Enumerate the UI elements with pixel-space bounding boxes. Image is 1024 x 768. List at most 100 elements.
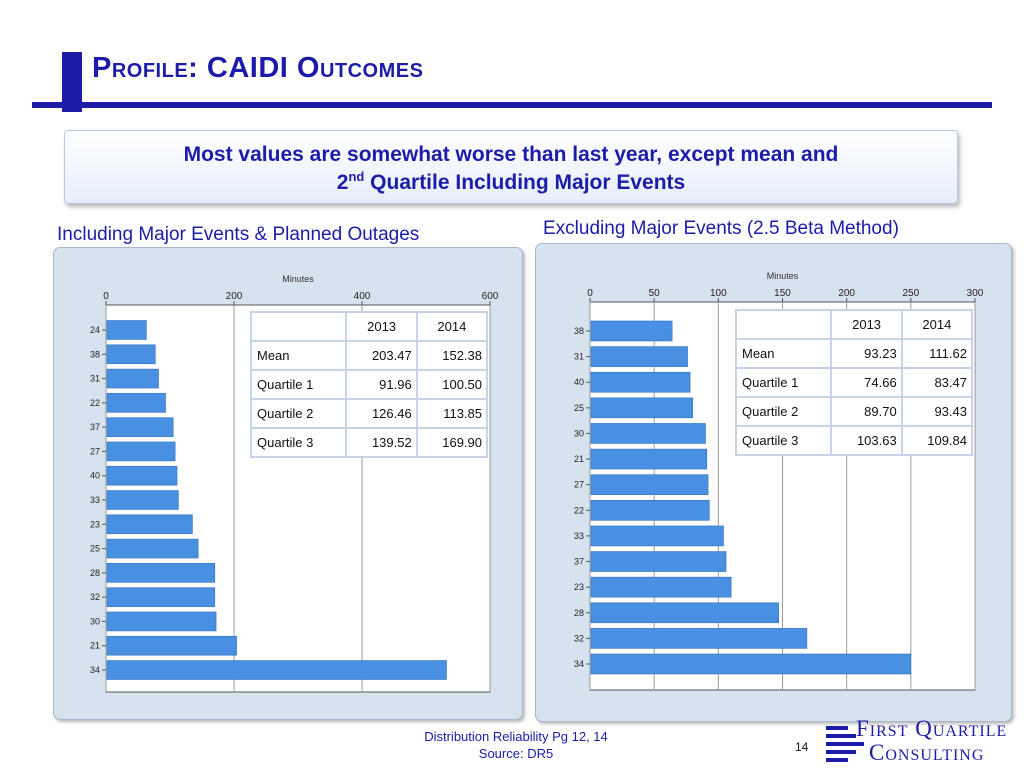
- bar: [106, 635, 237, 656]
- logo-stripe: [826, 726, 848, 730]
- stats-value-2014: 93.43: [902, 398, 971, 425]
- stats-value-2014: 111.62: [902, 340, 971, 367]
- bar: [590, 346, 688, 367]
- callout-text: Most values are somewhat worse than last…: [65, 141, 957, 197]
- bar: [590, 371, 691, 393]
- stats-value-2014: 169.90: [417, 429, 486, 456]
- bar: [106, 344, 156, 365]
- y-tick-label: 32: [90, 592, 100, 602]
- callout-line-2-pre: 2: [336, 171, 349, 194]
- stats-label: Quartile 3: [252, 429, 346, 456]
- company-logo: First Quartile Consulting: [826, 716, 1024, 768]
- stats-row: Quartile 3 139.52 169.90: [252, 429, 486, 456]
- stats-row: Quartile 1 74.66 83.47: [737, 369, 971, 396]
- bar: [106, 514, 193, 535]
- stats-value-2014: 83.47: [902, 369, 971, 396]
- stats-value-2013: 74.66: [832, 369, 901, 396]
- left-panel-title: Including Major Events & Planned Outages: [57, 224, 420, 245]
- right-panel-title: Excluding Major Events (2.5 Beta Method): [543, 218, 899, 239]
- stats-row: Quartile 2 89.70 93.43: [737, 398, 971, 425]
- bar: [590, 602, 779, 624]
- y-tick-label: 38: [90, 349, 100, 359]
- y-tick-label: 27: [574, 480, 584, 490]
- bar: [106, 368, 159, 389]
- y-tick-label: 21: [90, 641, 100, 651]
- stats-value-2014: 100.50: [417, 371, 486, 398]
- y-tick-label: 34: [574, 659, 584, 669]
- y-tick-label: 22: [574, 505, 584, 515]
- bar: [106, 465, 178, 486]
- stats-header-2014: 2014: [902, 311, 971, 338]
- bar: [106, 393, 166, 413]
- logo-stripe: [826, 734, 856, 738]
- stats-label: Mean: [737, 340, 831, 367]
- stats-label: Quartile 1: [252, 371, 346, 398]
- stats-value-2013: 89.70: [832, 398, 901, 425]
- bar: [590, 653, 912, 675]
- callout-line-2-post: Quartile Including Major Events: [364, 171, 686, 194]
- x-tick-label: 200: [226, 291, 243, 302]
- footer-line-2: Source: DR5: [478, 746, 554, 761]
- x-tick-label: 200: [838, 288, 855, 299]
- stats-label: Quartile 2: [252, 400, 346, 427]
- y-tick-label: 23: [90, 519, 100, 529]
- stats-value-2013: 103.63: [832, 427, 901, 454]
- callout-line-2: 2nd Quartile Including Major Events: [65, 169, 957, 197]
- stats-row: Quartile 3 103.63 109.84: [737, 427, 971, 454]
- y-tick-label: 37: [574, 557, 584, 567]
- bar: [590, 628, 808, 649]
- stats-value-2013: 139.52: [347, 429, 416, 456]
- stats-header-2014: 2014: [417, 313, 486, 340]
- stats-row: Quartile 2 126.46 113.85: [252, 400, 486, 427]
- y-tick-label: 40: [574, 377, 584, 387]
- footer-source: Distribution Reliability Pg 12, 14 Sourc…: [380, 728, 652, 762]
- y-tick-label: 28: [90, 568, 100, 578]
- stats-value-2014: 109.84: [902, 427, 971, 454]
- y-tick-label: 30: [574, 428, 584, 438]
- title-accent-bar: [62, 52, 82, 112]
- x-tick-label: 0: [103, 291, 109, 302]
- logo-text-consulting: Consulting: [869, 740, 985, 765]
- bar: [590, 500, 710, 521]
- y-tick-label: 32: [574, 633, 584, 643]
- y-tick-label: 31: [574, 352, 584, 362]
- stats-header-2013: 2013: [832, 311, 901, 338]
- logo-stripe: [826, 742, 864, 746]
- logo-stripe: [826, 750, 856, 754]
- right-stats-table: 2013 2014 Mean 93.23 111.62 Quartile 1 7…: [735, 309, 973, 456]
- chart-axis-title: Minutes: [767, 271, 799, 281]
- stats-row: Quartile 1 91.96 100.50: [252, 371, 486, 398]
- logo-text-first-quartile: First Quartile: [856, 716, 1008, 741]
- y-tick-label: 33: [90, 495, 100, 505]
- bar: [106, 660, 447, 680]
- y-tick-label: 38: [574, 326, 584, 336]
- stats-value-2013: 91.96: [347, 371, 416, 398]
- y-tick-label: 30: [90, 616, 100, 626]
- y-tick-label: 24: [90, 325, 100, 335]
- y-tick-label: 40: [90, 471, 100, 481]
- callout-box: Most values are somewhat worse than last…: [64, 130, 958, 204]
- bar: [590, 474, 709, 495]
- callout-line-1: Most values are somewhat worse than last…: [183, 143, 839, 166]
- stats-value-2014: 113.85: [417, 400, 486, 427]
- stats-label: Mean: [252, 342, 346, 369]
- bar: [590, 397, 693, 419]
- x-tick-label: 0: [587, 288, 593, 299]
- x-tick-label: 600: [482, 291, 499, 302]
- stats-header-row: 2013 2014: [252, 313, 486, 340]
- bar: [106, 563, 216, 583]
- stats-value-2013: 203.47: [347, 342, 416, 369]
- stats-label: Quartile 2: [737, 398, 831, 425]
- title-rule: [32, 102, 992, 108]
- stats-label: Quartile 1: [737, 369, 831, 396]
- bar: [590, 525, 724, 547]
- x-tick-label: 50: [649, 288, 661, 299]
- stats-value-2014: 152.38: [417, 342, 486, 369]
- slide-title: Profile: CAIDI Outcomes: [92, 52, 424, 84]
- y-tick-label: 23: [574, 582, 584, 592]
- stats-value-2013: 126.46: [347, 400, 416, 427]
- bar: [106, 611, 217, 632]
- stats-row: Mean 93.23 111.62: [737, 340, 971, 367]
- bar: [590, 576, 732, 598]
